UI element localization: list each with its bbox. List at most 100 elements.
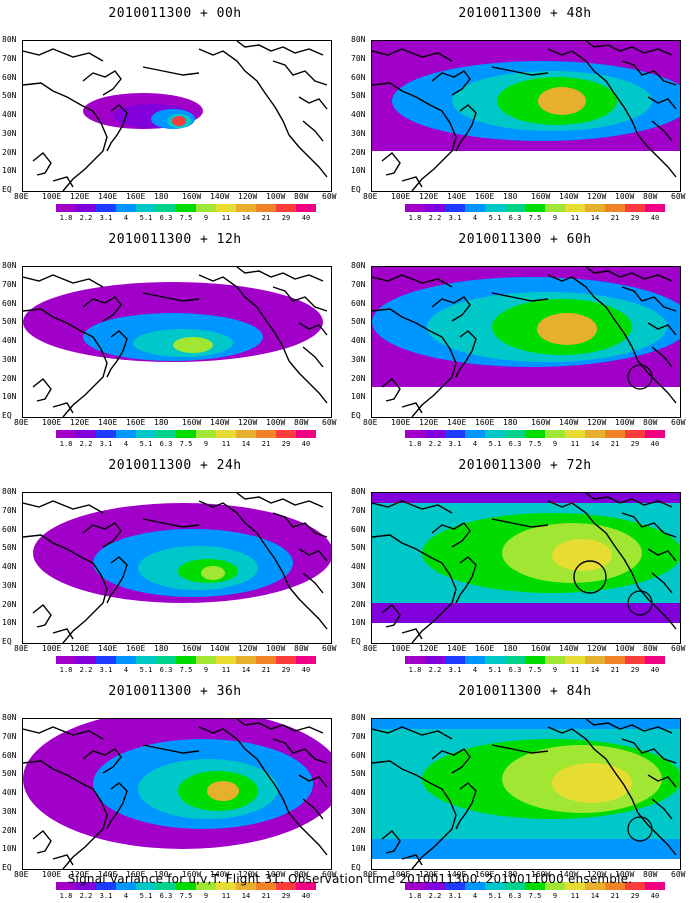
lat-label: 50N: [351, 317, 366, 327]
lon-label: 120W: [238, 870, 258, 879]
colorbar-swatch: [256, 430, 276, 438]
colorbar-swatch: [196, 656, 216, 664]
colorbar-tick-label: 11: [221, 440, 231, 448]
colorbar: [56, 882, 316, 890]
colorbar-swatch: [56, 882, 76, 890]
lon-label: 100E: [42, 870, 62, 879]
panel-title: 2010011300 + 24h: [108, 458, 242, 473]
colorbar-swatch: [196, 430, 216, 438]
colorbar-swatch: [296, 882, 316, 890]
colorbar-swatch: [276, 656, 296, 664]
map-panel: 2010011300 + 72h 80N 70N 60N 50N 40N 30N 20N 10N…: [350, 452, 700, 677]
colorbar-tick-label: 2.2: [79, 440, 93, 448]
lon-label: 60W: [322, 192, 337, 201]
colorbar-swatch: [96, 430, 116, 438]
lon-label: 120W: [587, 192, 607, 201]
colorbar-tick-label: 29: [281, 892, 291, 900]
colorbar-swatch: [645, 430, 665, 438]
colorbar-swatch: [485, 882, 505, 890]
colorbar-swatch: [236, 882, 256, 890]
map-panel: 2010011300 + 60h 80N 70N 60N 50N 40N 30N 20N 10N…: [350, 226, 700, 451]
colorbar-swatch: [545, 656, 565, 664]
colorbar-tick-label: 4: [472, 892, 478, 900]
panel-title: 2010011300 + 84h: [458, 684, 592, 699]
colorbar-swatch: [256, 656, 276, 664]
colorbar-swatch: [236, 430, 256, 438]
colorbar-swatch: [276, 204, 296, 212]
panel-title: 2010011300 + 60h: [458, 232, 592, 247]
colorbar-tick-label: 5.1: [488, 440, 502, 448]
colorbar-tick-label: 4: [123, 440, 129, 448]
lon-label: 160E: [475, 192, 495, 201]
colorbar: [405, 656, 665, 664]
lon-label: 80W: [643, 644, 658, 653]
panel-title: 2010011300 + 00h: [108, 6, 242, 21]
colorbar-tick-label: 14: [590, 666, 600, 674]
lon-label: 180: [154, 192, 169, 201]
colorbar-tick-label: 9: [203, 214, 209, 222]
lon-label: 120E: [70, 418, 90, 427]
colorbar-swatch: [216, 882, 236, 890]
colorbar-swatch: [485, 430, 505, 438]
colorbar-swatch: [405, 204, 425, 212]
colorbar-swatch: [525, 656, 545, 664]
colorbar-swatch: [176, 882, 196, 890]
lat-label: 10N: [2, 392, 17, 402]
colorbar-swatch: [176, 204, 196, 212]
lon-label: 140W: [210, 418, 230, 427]
colorbar-tick-label: 7.5: [528, 666, 542, 674]
colorbar-swatch: [156, 430, 176, 438]
lon-label: 60W: [322, 870, 337, 879]
colorbar-swatch: [505, 882, 525, 890]
colorbar-tick-label: 11: [570, 214, 580, 222]
lat-label: 80N: [2, 261, 17, 270]
colorbar-swatch: [485, 204, 505, 212]
lon-label: 80E: [363, 418, 378, 427]
map-canvas: [372, 267, 680, 417]
lon-label: 120W: [238, 644, 258, 653]
colorbar-tick-label: 7.5: [528, 214, 542, 222]
colorbar-tick-label: 1.8: [59, 892, 73, 900]
lon-label: 80E: [363, 644, 378, 653]
lat-label: 70N: [2, 731, 17, 741]
colorbar: [405, 204, 665, 212]
colorbar-swatch: [645, 882, 665, 890]
colorbar-swatch: [116, 204, 136, 212]
lat-label: 50N: [351, 91, 366, 101]
colorbar-tick-label: 11: [570, 892, 580, 900]
lon-label: 140W: [559, 192, 579, 201]
colorbar-swatch: [136, 882, 156, 890]
colorbar-tick-label: 7.5: [528, 892, 542, 900]
colorbar-tick-label: 9: [552, 892, 558, 900]
colorbar-swatch: [176, 656, 196, 664]
lon-label: 140E: [447, 418, 467, 427]
colorbar-swatch: [605, 204, 625, 212]
colorbar-swatch: [645, 204, 665, 212]
lat-label: 70N: [2, 53, 17, 63]
lat-label: 60N: [2, 298, 17, 308]
colorbar-tick-label: 29: [281, 214, 291, 222]
lat-label: 20N: [2, 373, 17, 383]
colorbar-swatch: [256, 882, 276, 890]
lat-label: 10N: [351, 392, 366, 402]
lat-label: EQ: [351, 185, 361, 194]
colorbar-tick-label: 4: [123, 666, 129, 674]
colorbar-swatch: [545, 430, 565, 438]
lon-label: 80W: [643, 418, 658, 427]
colorbar-tick-label: 9: [203, 892, 209, 900]
lon-label: 80E: [14, 644, 29, 653]
lon-label: 120E: [419, 192, 439, 201]
lon-label: 180: [503, 418, 518, 427]
colorbar-swatch: [585, 882, 605, 890]
colorbar-tick-label: 6.3: [159, 440, 173, 448]
lat-label: 10N: [2, 844, 17, 854]
colorbar-tick-label: 40: [301, 214, 311, 222]
colorbar-tick-label: 1.8: [408, 440, 422, 448]
colorbar-swatch: [605, 430, 625, 438]
colorbar-tick-label: 9: [552, 214, 558, 222]
colorbar-swatch: [405, 882, 425, 890]
lat-label: EQ: [2, 185, 12, 194]
lon-label: 160W: [182, 870, 202, 879]
colorbar-swatch: [56, 204, 76, 212]
lon-label: 160W: [182, 644, 202, 653]
